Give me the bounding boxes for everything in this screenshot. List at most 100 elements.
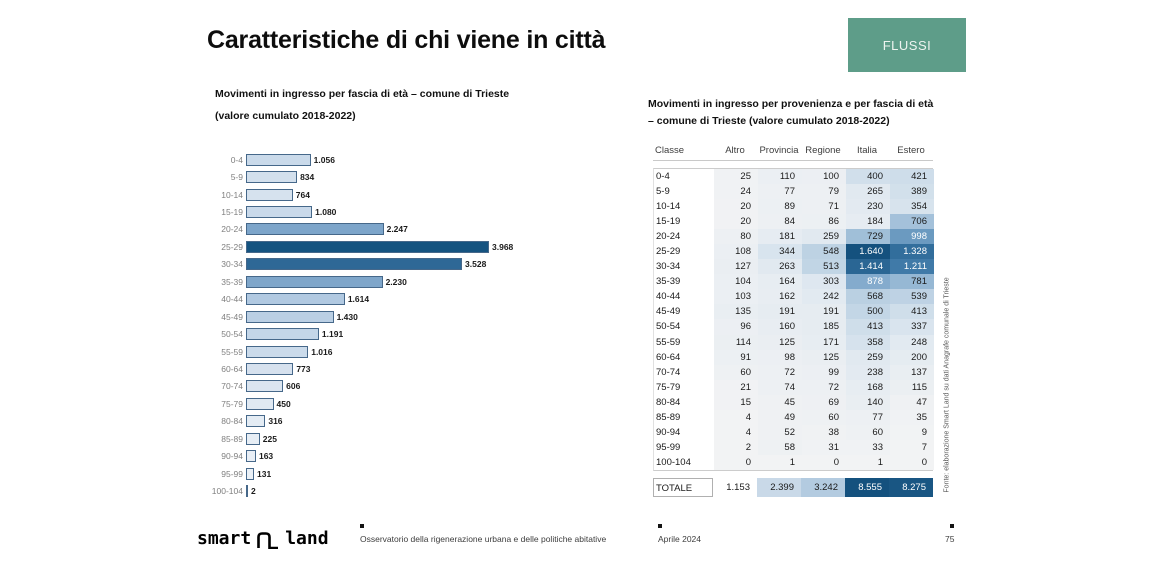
heat-cell: 4 — [714, 409, 758, 425]
bar-category-label: 15-19 — [221, 207, 243, 218]
bar — [246, 258, 463, 271]
heat-cell: 238 — [846, 364, 890, 380]
bar-value-label: 3.968 — [492, 241, 514, 252]
heat-cell: 413 — [846, 319, 890, 335]
table-row: 85-89 4 49 60 77 35 — [654, 409, 934, 425]
heat-cell: 9 — [890, 424, 934, 440]
table-row: 95-99 2 58 31 33 7 — [654, 439, 934, 455]
bar-row: 60-64 773 — [197, 360, 637, 377]
bar-row: 20-24 2.247 — [197, 221, 637, 238]
heat-cell: 60 — [802, 409, 846, 425]
row-label: 95-99 — [654, 439, 714, 455]
bar-category-label: 85-89 — [221, 433, 243, 444]
table-row: 20-24 80 181 259 729 998 — [654, 229, 934, 245]
heat-cell: 1 — [846, 454, 890, 470]
heat-cell: 513 — [802, 259, 846, 275]
bar-row: 30-34 3.528 — [197, 256, 637, 273]
heat-cell: 168 — [846, 379, 890, 395]
heat-cell: 58 — [758, 439, 802, 455]
bar — [246, 240, 489, 253]
footnote-square-3 — [950, 524, 954, 528]
bar — [246, 397, 274, 410]
table-row: 15-19 20 84 86 184 706 — [654, 214, 934, 230]
page-number: 75 — [945, 534, 955, 544]
bar — [246, 450, 256, 463]
bar — [246, 171, 298, 184]
heat-cell: 500 — [846, 304, 890, 320]
heat-cell: 548 — [802, 244, 846, 260]
bar-row: 55-59 1.016 — [197, 343, 637, 360]
heat-cell: 2 — [714, 439, 758, 455]
heat-cell: 15 — [714, 394, 758, 410]
heat-cell: 21 — [714, 379, 758, 395]
heat-cell: 108 — [714, 244, 758, 260]
heat-cell: 413 — [890, 304, 934, 320]
row-label: 25-29 — [654, 244, 714, 260]
heat-cell: 35 — [890, 409, 934, 425]
heat-cell: 568 — [846, 289, 890, 305]
row-label: 20-24 — [654, 229, 714, 245]
total-row-label: TOTALE — [653, 477, 713, 497]
table-row: 25-29 108 344 548 1.640 1.328 — [654, 244, 934, 260]
provenance-heat-table: Classe Altro Provincia Regione Italia Estero 0… — [653, 142, 934, 497]
heat-cell: 72 — [802, 379, 846, 395]
bar-value-label: 1.614 — [347, 294, 370, 305]
heat-cell: 337 — [890, 319, 934, 335]
bar-value-label: 131 — [257, 468, 272, 479]
bar-row: 95-99 131 — [197, 465, 637, 482]
bar-row: 15-19 1.080 — [197, 203, 637, 220]
table-row: 80-84 15 45 69 140 47 — [654, 394, 934, 410]
row-label: 30-34 — [654, 259, 714, 275]
row-label: 45-49 — [654, 304, 714, 320]
heat-cell: 96 — [714, 319, 758, 335]
heat-cell: 77 — [846, 409, 890, 425]
heat-cell: 200 — [890, 349, 934, 365]
heat-cell: 71 — [802, 199, 846, 215]
heat-cell: 45 — [758, 394, 802, 410]
bar-row: 100-104 2 — [197, 482, 637, 499]
table-header-cell: Estero — [897, 145, 925, 156]
bar-value-label: 2 — [251, 486, 256, 497]
table-body: 0-4 25 110 100 400 421 5-9 24 77 79 265 389 10-14 20 8… — [653, 168, 934, 471]
heat-cell: 354 — [890, 199, 934, 215]
heat-cell: 20 — [714, 214, 758, 230]
heat-cell: 248 — [890, 334, 934, 350]
table-row: 0-4 25 110 100 400 421 — [654, 169, 934, 185]
bar-value-label: 3.528 — [465, 259, 487, 270]
bar-row: 35-39 2.230 — [197, 273, 637, 290]
heat-cell: 259 — [802, 229, 846, 245]
smart-land-logo-icon — [257, 532, 279, 549]
table-row: 5-9 24 77 79 265 389 — [654, 184, 934, 200]
heat-cell: 135 — [714, 304, 758, 320]
row-label: 90-94 — [654, 424, 714, 440]
table-row: 50-54 96 160 185 413 337 — [654, 319, 934, 335]
bar — [246, 293, 345, 306]
row-label: 85-89 — [654, 409, 714, 425]
table-row: 70-74 60 72 99 238 137 — [654, 364, 934, 380]
heat-cell: 171 — [802, 334, 846, 350]
heat-cell: 1.328 — [890, 244, 934, 260]
bar-row: 85-89 225 — [197, 430, 637, 447]
heat-cell: 114 — [714, 334, 758, 350]
row-label: 100-104 — [654, 454, 714, 470]
heat-cell: 303 — [802, 274, 846, 290]
bar-value-label: 2.230 — [385, 276, 407, 287]
heat-cell: 84 — [758, 214, 802, 230]
heat-cell: 98 — [758, 349, 802, 365]
bar — [246, 310, 334, 323]
bar-value-label: 764 — [295, 189, 310, 200]
heat-cell: 7 — [890, 439, 934, 455]
bar-category-label: 35-39 — [221, 276, 243, 287]
bar-category-label: 45-49 — [221, 311, 243, 322]
heat-cell: 539 — [890, 289, 934, 305]
heat-cell: 77 — [758, 184, 802, 200]
bar-value-label: 1.191 — [321, 329, 344, 340]
flussi-badge: FLUSSI — [848, 18, 966, 72]
heat-cell: 20 — [714, 199, 758, 215]
heat-cell: 1.640 — [846, 244, 890, 260]
bar-row: 5-9 834 — [197, 168, 637, 185]
heat-cell: 25 — [714, 169, 758, 185]
bar-row: 0-4 1.056 — [197, 151, 637, 168]
footnote-square-2 — [658, 524, 662, 528]
bar-row: 80-84 316 — [197, 413, 637, 430]
